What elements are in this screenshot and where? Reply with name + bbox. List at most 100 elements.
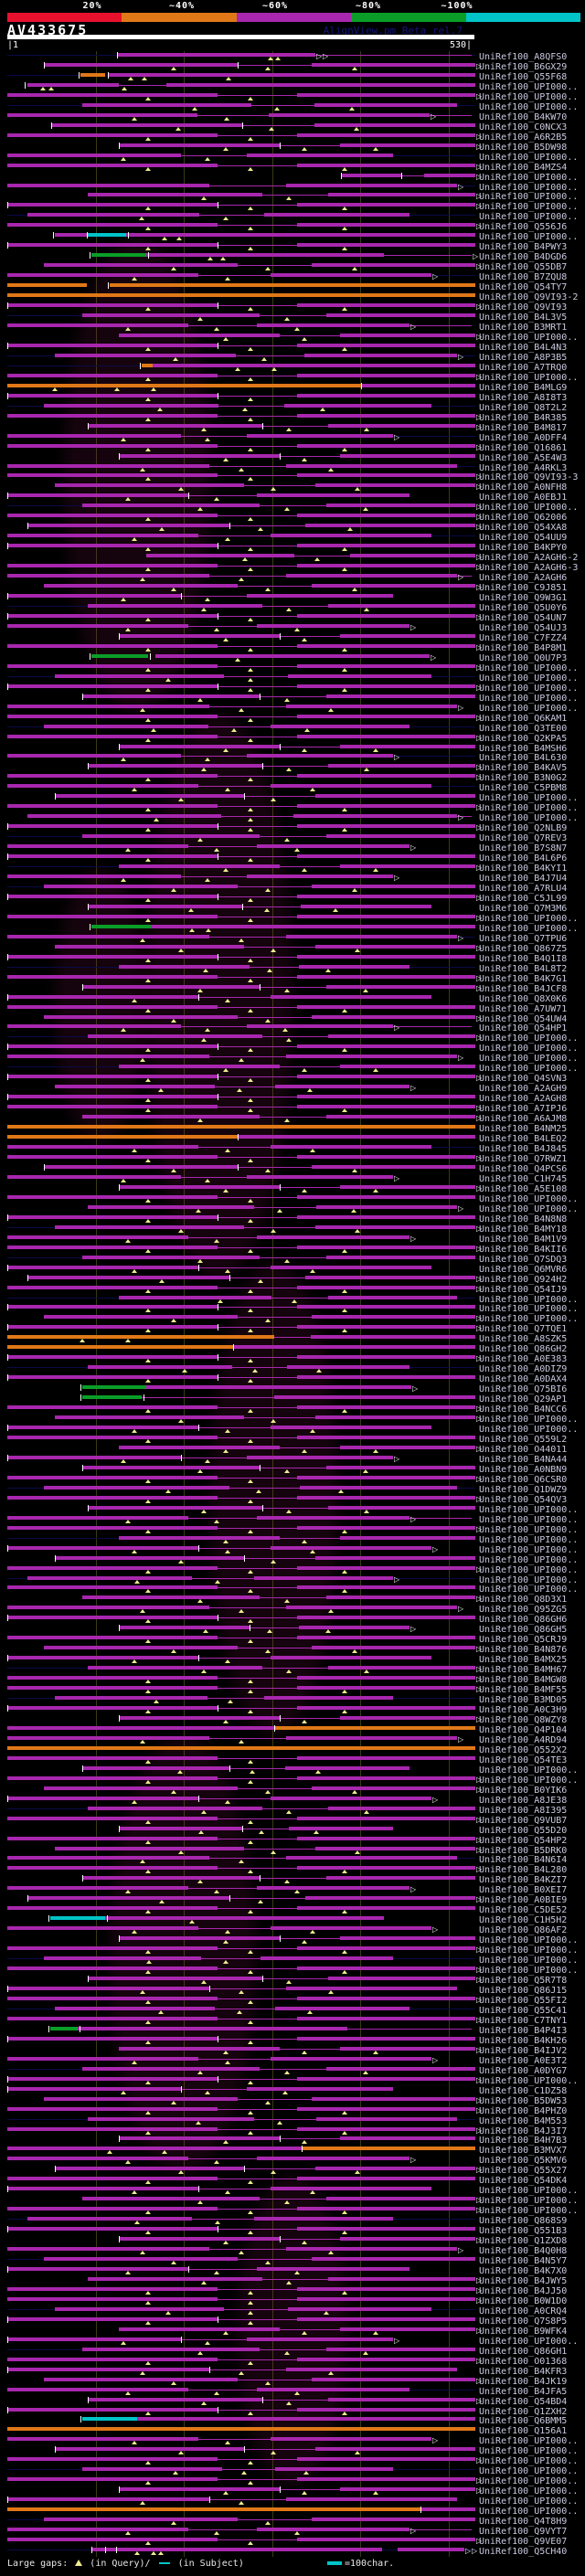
subject-label[interactable]: UniRef100_Q8D3X1 — [479, 1595, 568, 1606]
subject-label[interactable]: UniRef100_C5DE52 — [479, 1905, 568, 1916]
subject-label[interactable]: UniRef100_A5E108 — [479, 1183, 568, 1194]
subject-label[interactable]: UniRef100_Q86GH2 — [479, 1344, 568, 1355]
subject-label[interactable]: UniRef100_Q9W3G1 — [479, 593, 568, 604]
subject-label[interactable]: UniRef100_A0DYG7 — [479, 2065, 568, 2076]
subject-label[interactable]: UniRef100_Q6MVR6 — [479, 1264, 568, 1275]
subject-label[interactable]: UniRef100_C7FZZ4 — [479, 632, 568, 643]
subject-label[interactable]: UniRef100_Q8X0K6 — [479, 993, 568, 1004]
subject-label[interactable]: UniRef100_B4KAV5 — [479, 763, 568, 774]
subject-label[interactable]: UniRef100_B7S8N7 — [479, 843, 568, 854]
subject-label[interactable]: UniRef100_Q5U0Y6 — [479, 603, 568, 613]
subject-label[interactable]: UniRef100_Q9VE07 — [479, 2537, 568, 2548]
subject-label[interactable]: UniRef100_Q8WZY8 — [479, 1715, 568, 1725]
subject-label[interactable]: UniRef100_Q54TE3 — [479, 1754, 568, 1765]
subject-label[interactable]: UniRef100_Q86GH5 — [479, 1625, 568, 1636]
subject-label[interactable]: UniRef100_Q7SDQ3 — [479, 1254, 568, 1265]
subject-label[interactable]: UniRef100_O01368 — [479, 2356, 568, 2367]
subject-label[interactable]: UniRef100_C7TNY1 — [479, 2015, 568, 2026]
subject-label[interactable]: UniRef100_A6R2B5 — [479, 132, 568, 143]
subject-label[interactable]: UniRef100_UPI000.. — [479, 1193, 579, 1204]
subject-label[interactable]: UniRef100_UPI000.. — [479, 703, 579, 714]
subject-label[interactable]: UniRef100_B4NA44 — [479, 1454, 568, 1465]
subject-label[interactable]: UniRef100_B7ZQU8 — [479, 272, 568, 283]
subject-label[interactable]: UniRef100_Q54UW4 — [479, 1013, 568, 1024]
subject-label[interactable]: UniRef100_B4MH67 — [479, 1665, 568, 1676]
subject-label[interactable]: UniRef100_B4NCC6 — [479, 1405, 568, 1415]
subject-label[interactable]: UniRef100_A2AGH6-3 — [479, 563, 579, 574]
subject-label[interactable]: UniRef100_UPI000.. — [479, 663, 579, 673]
subject-label[interactable]: UniRef100_B4JJ50 — [479, 2285, 568, 2296]
subject-label[interactable]: UniRef100_B4N5Y7 — [479, 2256, 568, 2267]
subject-label[interactable]: UniRef100_A0C3H9 — [479, 1705, 568, 1716]
subject-label[interactable]: UniRef100_UPI000.. — [479, 2446, 579, 2457]
subject-label[interactable]: UniRef100_B9WFK4 — [479, 2326, 568, 2337]
subject-label[interactable]: UniRef100_Q86GH6 — [479, 1615, 568, 1626]
subject-label[interactable]: UniRef100_UPI000.. — [479, 1294, 579, 1305]
subject-label[interactable]: UniRef100_UPI000.. — [479, 1524, 579, 1535]
subject-label[interactable]: UniRef100_Q54IJ9 — [479, 1284, 568, 1295]
subject-label[interactable]: UniRef100_A4RD94 — [479, 1734, 568, 1745]
subject-label[interactable]: UniRef100_Q156A1 — [479, 2426, 568, 2437]
subject-label[interactable]: UniRef100_UPI000.. — [479, 1203, 579, 1214]
subject-label[interactable]: UniRef100_UPI000.. — [479, 2436, 579, 2447]
subject-label[interactable]: UniRef100_Q7REV3 — [479, 833, 568, 844]
subject-label[interactable]: UniRef100_A0DFF4 — [479, 432, 568, 443]
subject-label[interactable]: UniRef100_UPI000.. — [479, 2196, 579, 2207]
subject-label[interactable]: UniRef100_Q556J6 — [479, 222, 568, 233]
subject-label[interactable]: UniRef100_UPI000.. — [479, 2476, 579, 2487]
subject-label[interactable]: UniRef100_Q54UN7 — [479, 612, 568, 623]
subject-label[interactable]: UniRef100_Q62006 — [479, 513, 568, 524]
subject-label[interactable]: UniRef100_Q55X27 — [479, 2166, 568, 2177]
subject-label[interactable]: UniRef100_A0E3T2 — [479, 2055, 568, 2066]
subject-label[interactable]: UniRef100_UPI000.. — [479, 503, 579, 514]
subject-label[interactable]: UniRef100_A7TRQ0 — [479, 362, 568, 373]
subject-label[interactable]: UniRef100_A8P3B5 — [479, 352, 568, 363]
subject-label[interactable]: UniRef100_B5DRK0 — [479, 1845, 568, 1856]
subject-label[interactable]: UniRef100_B4Q0H8 — [479, 2246, 568, 2257]
subject-label[interactable]: UniRef100_B4L3V5 — [479, 313, 568, 323]
subject-label[interactable]: UniRef100_Q6KAM1 — [479, 713, 568, 724]
subject-label[interactable]: UniRef100_Q7M3M6 — [479, 903, 568, 914]
subject-label[interactable]: UniRef100_B0W1D0 — [479, 2295, 568, 2306]
subject-label[interactable]: UniRef100_UPI000.. — [479, 232, 579, 243]
subject-label[interactable]: UniRef100_UPI000.. — [479, 1425, 579, 1436]
subject-label[interactable]: UniRef100_Q2NLB9 — [479, 823, 568, 834]
subject-label[interactable]: UniRef100_A0DIZ9 — [479, 1364, 568, 1375]
subject-label[interactable]: UniRef100_Q8T2L2 — [479, 402, 568, 413]
subject-label[interactable]: UniRef100_UPI000.. — [479, 1034, 579, 1044]
subject-label[interactable]: UniRef100_B4KPY0 — [479, 543, 568, 554]
subject-label[interactable]: UniRef100_UPI000.. — [479, 1314, 579, 1325]
subject-label[interactable]: UniRef100_B0XEI7 — [479, 1885, 568, 1896]
subject-label[interactable]: UniRef100_B3N0G2 — [479, 773, 568, 784]
subject-label[interactable]: UniRef100_UPI000.. — [479, 2456, 579, 2467]
subject-label[interactable]: UniRef100_A8I8T3 — [479, 392, 568, 403]
subject-label[interactable]: UniRef100_B5DW53 — [479, 2095, 568, 2106]
subject-label[interactable]: UniRef100_UPI000.. — [479, 81, 579, 92]
subject-label[interactable]: UniRef100_C1H5H2 — [479, 1915, 568, 1926]
subject-label[interactable]: UniRef100_B4H7B3 — [479, 2136, 568, 2147]
subject-label[interactable]: UniRef100_A6AJM8 — [479, 1114, 568, 1125]
subject-label[interactable]: UniRef100_A5E4W3 — [479, 452, 568, 463]
subject-label[interactable]: UniRef100_UPI000.. — [479, 1415, 579, 1426]
subject-label[interactable]: UniRef100_Q55F68 — [479, 71, 568, 82]
subject-label[interactable]: UniRef100_Q54UJ3 — [479, 622, 568, 633]
subject-label[interactable]: UniRef100_UPI000.. — [479, 332, 579, 343]
subject-label[interactable]: UniRef100_B4J845 — [479, 1144, 568, 1155]
subject-label[interactable]: UniRef100_UPI000.. — [479, 673, 579, 684]
subject-label[interactable]: UniRef100_UPI000.. — [479, 1054, 579, 1065]
subject-label[interactable]: UniRef100_B4N8N8 — [479, 1214, 568, 1224]
subject-label[interactable]: UniRef100_Q54HP1 — [479, 1023, 568, 1034]
subject-label[interactable]: UniRef100_UPI000.. — [479, 2466, 579, 2477]
subject-label[interactable]: UniRef100_B4IJV2 — [479, 2045, 568, 2056]
subject-label[interactable]: UniRef100_UPI000.. — [479, 1765, 579, 1776]
subject-label[interactable]: UniRef100_Q55FI2 — [479, 1995, 568, 2006]
subject-label[interactable]: UniRef100_B4KFR3 — [479, 2366, 568, 2377]
subject-label[interactable]: UniRef100_B4L8T2 — [479, 963, 568, 974]
subject-label[interactable]: UniRef100_Q55DB7 — [479, 262, 568, 273]
subject-label[interactable]: UniRef100_UPI000.. — [479, 152, 579, 163]
subject-label[interactable]: UniRef100_Q75BI6 — [479, 1384, 568, 1395]
subject-label[interactable]: UniRef100_B0YIK6 — [479, 1785, 568, 1796]
subject-label[interactable]: UniRef100_Q9VYT7 — [479, 2527, 568, 2538]
subject-label[interactable]: UniRef100_Q4T8H9 — [479, 2517, 568, 2528]
subject-label[interactable]: UniRef100_UPI000.. — [479, 1775, 579, 1786]
